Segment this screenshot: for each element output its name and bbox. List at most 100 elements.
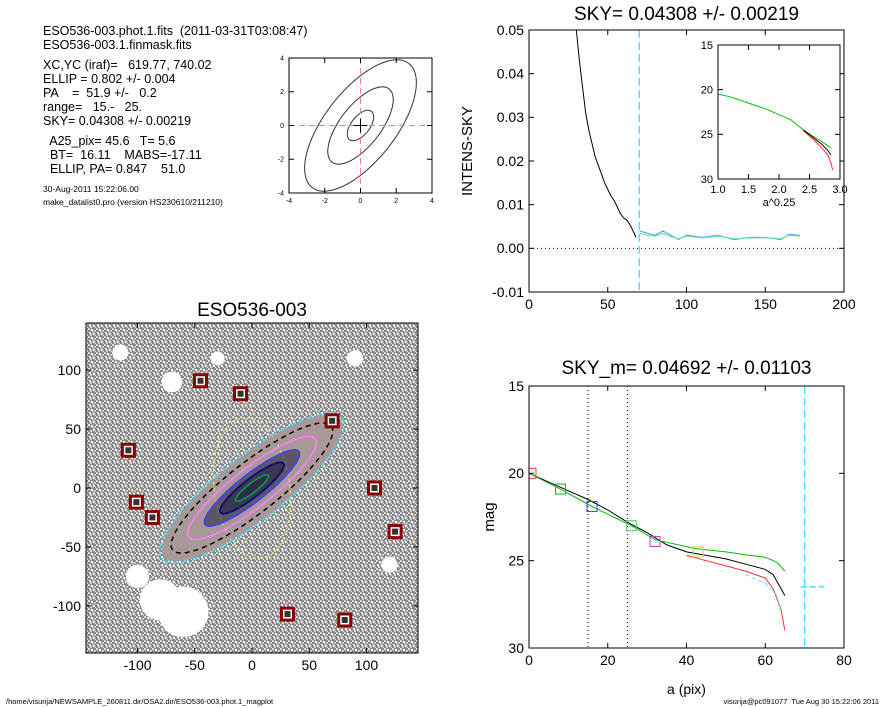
image-xtick-label: 0 [248,657,256,673]
galaxy-aperture-ellipse [212,416,292,560]
masked-star-core [125,447,132,454]
sky-xtick-label: 0 [525,296,533,312]
inset-xtick-label: 2.0 [771,184,786,196]
mag-series-group [529,386,825,648]
contour-lines [289,58,432,193]
sky-ytick-label: 0.01 [497,197,524,213]
image-masked-region [161,371,183,393]
inset-ytick-label: 20 [701,85,713,97]
masked-star-core [149,514,156,521]
mag-title: SKY_m= 0.04692 +/- 0.01103 [562,358,812,379]
image-masked-region [112,344,129,361]
contour-xtick-label: -4 [286,198,292,205]
contour-xtick-label: 4 [430,198,434,205]
sky-xtick-label: 100 [675,296,699,312]
sky-series-line [639,232,800,240]
image-ytick-label: -50 [61,539,81,555]
masked-star-core [284,611,291,618]
galaxy-isophote [186,435,318,541]
contour-ytick-label: 0 [280,123,284,130]
mag-xtick-label: 60 [757,652,773,668]
image-title: ESO536-003 [197,300,307,321]
mag-marker [555,483,566,495]
contour-ytick-label: -2 [278,157,284,164]
mag-xlabel: a (pix) [667,681,706,697]
image-content [86,323,418,653]
header-date: 30-Aug-2011 15:22:06.00 [43,184,139,194]
contour-ytick-label: 2 [280,89,284,96]
masked-star-core [133,499,140,506]
inset-xtick-label: 2.5 [802,184,817,196]
inset-xtick-label: 1.5 [741,184,756,196]
galaxy-isophote [170,422,334,554]
mag-marker [625,520,637,532]
contour-xtick-label: -2 [322,198,328,205]
header-line-sky: SKY= 0.04308 +/- 0.00219 [43,114,192,128]
masked-star-core [237,390,244,397]
mag-xtick-label: 20 [600,652,616,668]
image-ytick-label: 0 [73,480,81,496]
image-ytick-label: -100 [53,598,81,614]
header-line-a25: A25_pix= 45.6 T= 5.6 [43,134,176,148]
sky-title: SKY= 0.04308 +/- 0.00219 [574,4,799,25]
mag-marker [649,535,661,547]
image-ytick-label: 50 [65,421,81,437]
info-header: ESO536-003.phot.1.fits (2011-03-31T03:08… [43,24,308,209]
sky-ytick-label: 0.04 [497,66,524,82]
sky-series-line [575,30,637,238]
inset-xtick-label: 3.0 [832,184,847,196]
image-masked-region [210,351,225,366]
mag-series-line [745,574,782,614]
mag-series-line [529,472,786,596]
inset-bg [718,45,840,179]
mag-series-line [529,472,786,572]
mag-frame [528,385,845,649]
contour-isophote [327,86,394,165]
header-line-range: range= 15.- 25. [43,100,143,114]
galaxy-isophote [158,412,346,564]
header-line-ellip-pa: ELLIP, PA= 0.847 51.0 [43,162,186,176]
mag-ytick-label: 15 [508,378,524,394]
mag-xtick-label: 0 [525,652,533,668]
mag-marker [586,501,598,513]
footer-path: /home/visurija/NEWSAMPLE_260811.dir/OSA2… [6,697,274,706]
masked-star-core [392,528,399,535]
contour-ytick-label: 4 [280,55,284,62]
sky-ylabel: INTENS-SKY [459,106,476,196]
header-program: make_datalist0.pro (version HS230610/211… [43,197,223,207]
footer-stamp: visurija@pc091077 Tue Aug 30 15:22:06 20… [723,697,879,706]
image-xtick-label: 50 [301,657,317,673]
inset-xlabel: a^0.25 [763,197,796,209]
image-masked-region [139,579,182,621]
sky-ytick-label: 0.05 [497,22,524,38]
mag-ytick-label: 30 [508,640,524,656]
image-xtick-label: 100 [355,657,379,673]
inset-series-line [803,130,834,171]
image-xtick-label: -100 [124,657,152,673]
inset-ytick-label: 30 [701,174,713,186]
header-line-bt: BT= 16.11 MABS=-17.11 [43,148,202,162]
masked-star-core [329,417,336,424]
header-line-mask: ESO536-003.1.finmask.fits [43,38,192,52]
sky-ytick-label: 0.03 [497,109,524,125]
image-masked-region [347,350,364,367]
mag-xtick-label: 80 [836,652,852,668]
contour-ytick-label: -4 [278,190,284,197]
contour-isophote [304,59,417,192]
sky-series-group [529,30,844,292]
masked-star-core [197,377,204,384]
inset-xtick-label: 1.0 [710,184,725,196]
inset-series-line [803,129,832,156]
galaxy-isophote [234,474,270,502]
image-masked-region [381,556,398,573]
sky-xtick-label: 200 [832,296,856,312]
sky-ytick-label: -0.01 [492,284,524,300]
sky-ytick-label: 0.00 [497,240,524,256]
mag-marker [529,467,537,479]
sky-ytick-label: 0.02 [497,153,524,169]
header-line-file: ESO536-003.phot.1.fits (2011-03-31T03:08… [43,24,308,38]
sky-xtick-label: 50 [600,296,616,312]
contour-isophote [346,109,375,142]
contour-panel [289,58,432,193]
